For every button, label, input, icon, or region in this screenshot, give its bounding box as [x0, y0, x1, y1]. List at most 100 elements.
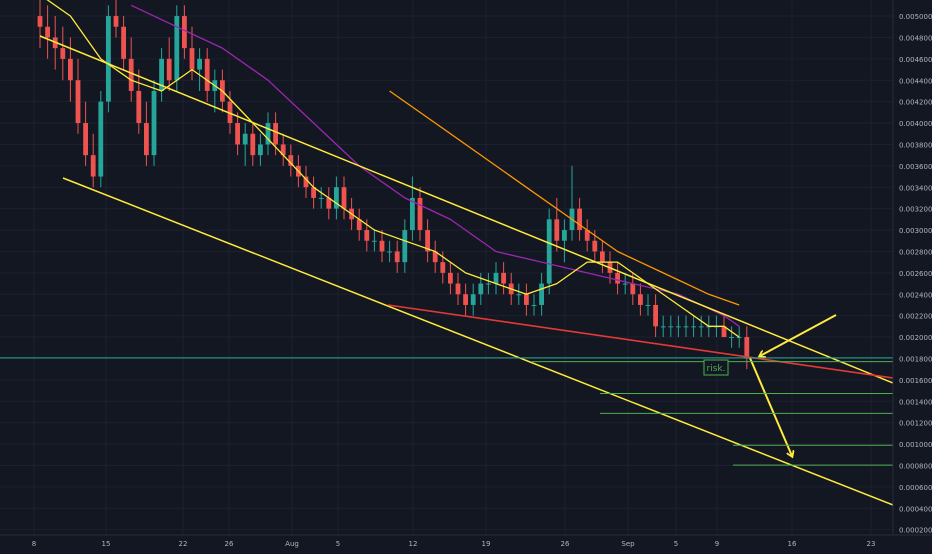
x-tick-label: 23: [867, 540, 876, 548]
x-tick-label: 19: [482, 540, 491, 548]
candle-body: [204, 58, 210, 91]
ma-slow-line: [389, 90, 740, 306]
grid: [0, 0, 893, 535]
channel-upper-line: [39, 35, 894, 384]
candle-body: [432, 251, 438, 263]
candle-body: [334, 187, 339, 209]
candle-body: [721, 326, 727, 338]
candle-body: [546, 219, 552, 284]
candle-body: [174, 16, 180, 81]
candle-body: [326, 197, 332, 209]
candle-body: [113, 16, 119, 27]
candle-body: [630, 283, 636, 295]
candle-body: [258, 144, 263, 156]
candle-body: [227, 101, 233, 124]
support-trend-line: [387, 304, 894, 379]
candle-body: [577, 208, 582, 231]
candle-body: [736, 337, 742, 339]
candle-body: [554, 219, 560, 241]
candle-body: [698, 326, 704, 328]
candle-body: [197, 58, 202, 70]
candle-body: [242, 133, 248, 145]
ma-mid-line: [130, 4, 740, 327]
entry-arrow: [760, 314, 837, 356]
candle-body: [478, 283, 484, 295]
candle-body: [455, 283, 461, 295]
candle-body: [98, 101, 104, 177]
candle-body: [45, 26, 50, 38]
risk-label-box: [703, 359, 729, 376]
candle-body: [318, 197, 324, 199]
candle-body: [410, 197, 415, 231]
candle-body: [584, 230, 590, 241]
candle-body: [166, 58, 172, 81]
candle-body: [106, 16, 111, 102]
x-tick-label: 9: [715, 540, 719, 548]
candle-body: [235, 123, 240, 145]
x-tick-label: 5: [674, 540, 678, 548]
candle-body: [683, 326, 689, 328]
candle-body: [653, 304, 658, 327]
candle-body: [90, 155, 96, 177]
x-tick-label: 5: [336, 540, 340, 548]
candle-body: [189, 48, 195, 70]
candle-body: [402, 230, 408, 263]
x-tick-label: 15: [102, 540, 111, 548]
candle-body: [562, 230, 567, 241]
candle-body: [531, 304, 537, 306]
x-tick-label: Aug: [285, 540, 299, 548]
x-tick-label: 8: [32, 540, 36, 548]
candle-body: [341, 187, 347, 209]
candle-body: [638, 294, 643, 305]
candle-body: [280, 144, 286, 156]
x-axis: 8 15 22 26 Aug 5 12 19 26 Sep 5 9 16 23: [0, 534, 932, 550]
candle-body: [600, 251, 605, 263]
x-tick-label: 16: [788, 540, 797, 548]
candle-body: [524, 294, 529, 305]
candle-body: [151, 90, 157, 156]
candle-body: [448, 272, 453, 284]
x-tick-label: 26: [225, 540, 234, 548]
candle-body: [288, 155, 294, 166]
candle-body: [668, 326, 674, 328]
candle-body: [729, 337, 734, 339]
candle-body: [372, 240, 377, 242]
candle-body: [622, 283, 628, 285]
candle-body: [744, 337, 750, 359]
candle-body: [144, 123, 149, 156]
candle-body: [136, 90, 142, 124]
candle-body: [265, 123, 271, 145]
x-tick-label: 26: [561, 540, 570, 548]
candle-body: [60, 48, 66, 59]
candle-body: [539, 283, 544, 305]
candle-body: [182, 16, 187, 49]
candle-body: [470, 294, 476, 305]
risk-label: risk.: [707, 364, 726, 374]
candle-body: [37, 16, 43, 27]
candle-body: [493, 272, 499, 284]
candle-body: [273, 123, 278, 145]
candle-body: [311, 187, 316, 198]
candle-body: [660, 326, 666, 328]
trend-drawings: [39, 35, 894, 506]
candle-body: [440, 262, 446, 273]
candle-body: [379, 240, 385, 252]
candle-body: [75, 80, 81, 124]
candle-body: [387, 251, 392, 253]
candle-body: [68, 58, 73, 81]
x-tick-label: 12: [409, 540, 418, 548]
